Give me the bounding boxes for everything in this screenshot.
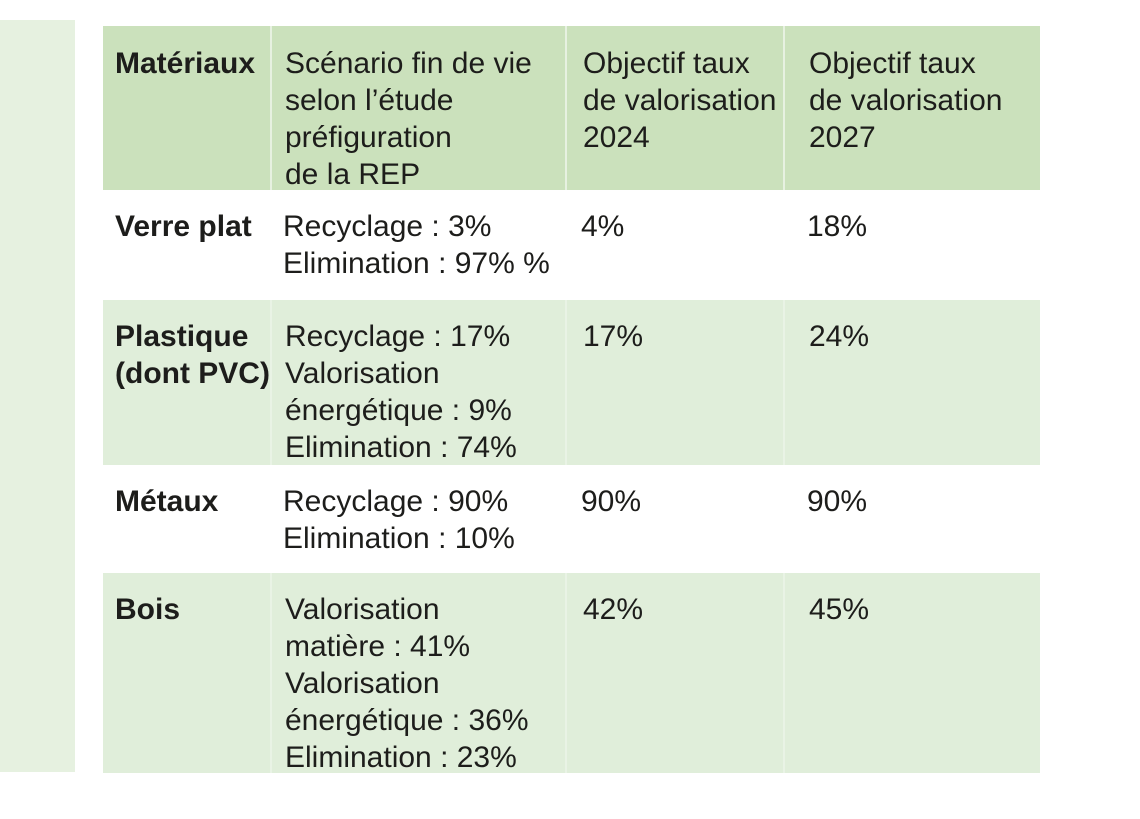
header-cell-scenario: Scénario fin de vie selon l’étude préfig… <box>270 26 565 191</box>
row-metaux-objectif-2024: 90% <box>581 485 642 518</box>
header-cell-objectif-2024: Objectif taux de valorisation 2024 <box>565 26 783 190</box>
row-plastique-objectif-2027: 24% <box>783 300 1040 465</box>
row-metaux-objectif-2027: 90% <box>807 485 868 518</box>
row-plastique-material: Plastique (dont PVC) <box>103 300 270 465</box>
row-plastique-objectif-2024: 17% <box>565 300 783 465</box>
row-verre-plat-material: Verre plat <box>115 210 252 243</box>
row-bois-objectif-2024: 42% <box>565 573 783 773</box>
row-bois-objectif-2027: 45% <box>783 573 1040 773</box>
row-metaux-material: Métaux <box>115 485 219 518</box>
header-cell-materiaux: Matériaux <box>103 26 270 190</box>
row-plastique-scenario: Recyclage : 17% Valorisation énergétique… <box>270 300 565 465</box>
row-verre-plat-objectif-2027: 18% <box>807 210 868 243</box>
row-metaux-scenario: Recyclage : 90% Elimination : 10% <box>283 485 515 555</box>
row-bois-scenario: Valorisation matière : 41% Valorisation … <box>270 573 565 774</box>
left-decorative-strip <box>0 20 75 772</box>
row-verre-plat-objectif-2024: 4% <box>581 210 625 243</box>
row-verre-plat-scenario: Recyclage : 3% Elimination : 97% % <box>283 210 550 280</box>
materials-valorisation-table: Matériaux Scénario fin de vie selon l’ét… <box>103 26 1040 774</box>
row-bois-material: Bois <box>103 573 270 773</box>
header-cell-objectif-2027: Objectif taux de valorisation 2027 <box>783 26 1040 190</box>
